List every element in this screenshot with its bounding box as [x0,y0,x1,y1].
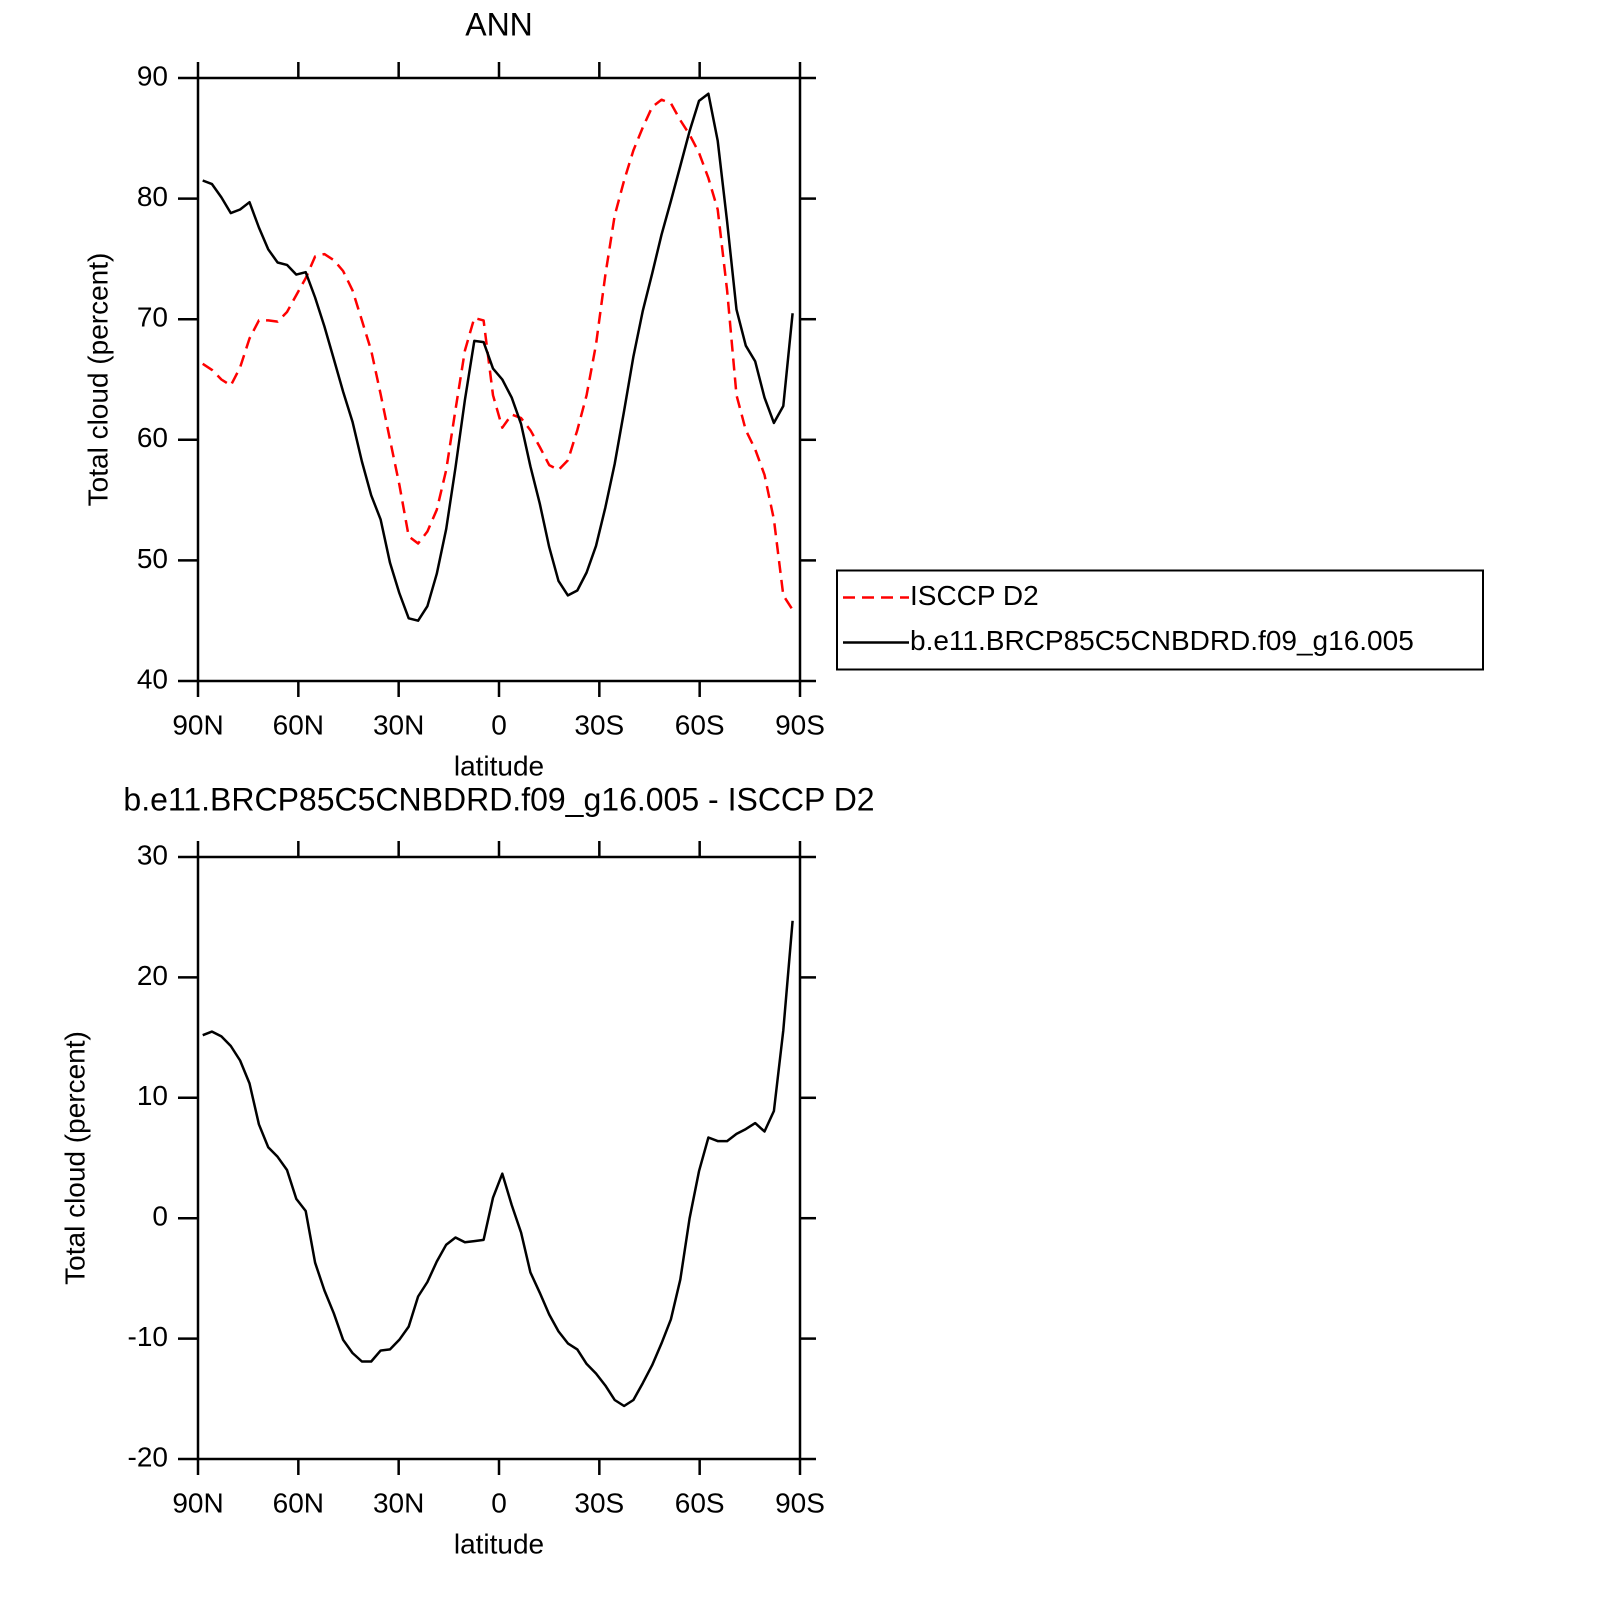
chart-title: b.e11.BRCP85C5CNBDRD.f09_g16.005 - ISCCP… [123,781,874,817]
y-tick-label: 40 [137,663,168,694]
chart-title: ANN [465,6,533,42]
y-tick-label: 60 [137,422,168,453]
x-axis-label: latitude [454,750,544,781]
x-tick-label: 60S [675,1487,725,1518]
legend-label: ISCCP D2 [910,580,1039,611]
x-tick-label: 0 [491,1487,507,1518]
y-tick-label: 0 [152,1201,168,1232]
x-tick-label: 60N [273,1487,324,1518]
y-tick-label: 10 [137,1080,168,1111]
x-tick-label: 90N [172,709,223,740]
x-tick-label: 0 [491,709,507,740]
y-tick-label: 30 [137,839,168,870]
data-line [202,92,794,622]
x-tick-label: 60N [273,709,324,740]
y-axis-label: Total cloud (percent) [82,253,113,507]
x-tick-label: 90S [775,1487,825,1518]
y-tick-label: 50 [137,543,168,574]
x-tick-label: 30N [373,709,424,740]
y-tick-label: 70 [137,302,168,333]
plot-frame [196,855,802,1461]
x-tick-label: 30N [373,1487,424,1518]
x-tick-label: 60S [675,709,725,740]
x-tick-label: 90S [775,709,825,740]
y-tick-label: -10 [128,1321,168,1352]
legend-label: b.e11.BRCP85C5CNBDRD.f09_g16.005 [910,625,1414,656]
y-tick-label: 20 [137,960,168,991]
x-tick-label: 90N [172,1487,223,1518]
plot-frame [196,76,802,683]
y-axis-label: Total cloud (percent) [59,1031,90,1285]
y-tick-label: 80 [137,181,168,212]
x-tick-label: 30S [574,1487,624,1518]
legend-box [836,569,1484,671]
data-line [202,920,794,1408]
data-line [202,98,794,611]
y-tick-label: -20 [128,1441,168,1472]
x-tick-label: 30S [574,709,624,740]
y-tick-label: 90 [137,60,168,91]
x-axis-label: latitude [454,1528,544,1559]
